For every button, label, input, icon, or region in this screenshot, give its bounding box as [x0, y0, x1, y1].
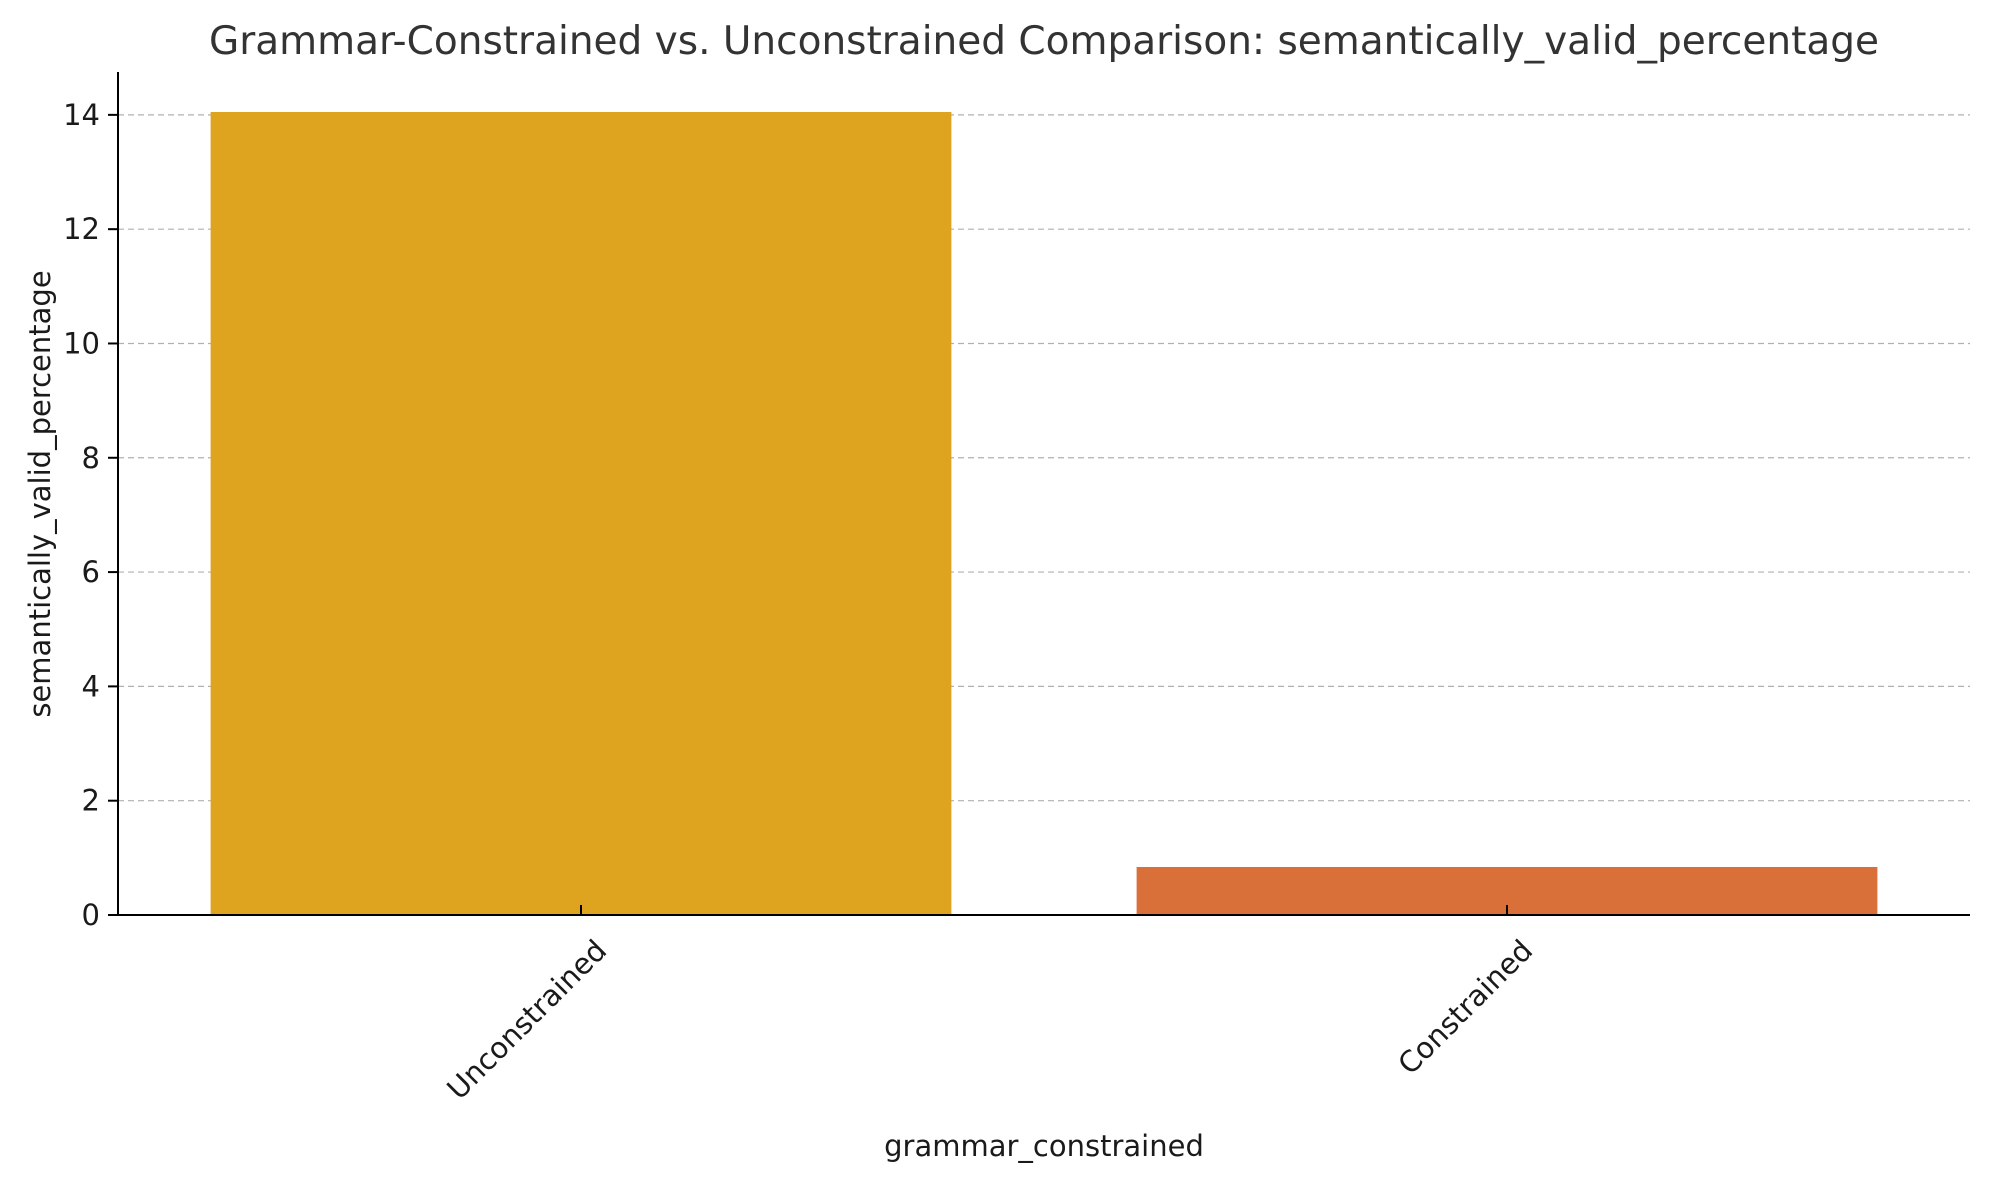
y-axis-label: semantically_valid_percentage	[23, 270, 57, 717]
y-tick-label: 2	[82, 784, 100, 818]
bar-unconstrained	[210, 112, 952, 916]
bars	[210, 112, 1878, 916]
y-tick-label: 8	[82, 441, 100, 475]
chart-title: Grammar-Constrained vs. Unconstrained Co…	[209, 19, 1879, 64]
y-tick-label: 4	[82, 669, 100, 703]
y-tick-label: 12	[63, 212, 100, 246]
x-ticks: Unconstrained Constrained	[440, 905, 1539, 1106]
x-tick-label-constrained: Constrained	[1391, 933, 1539, 1081]
x-axis-label: grammar_constrained	[884, 1129, 1204, 1163]
y-tick-label: 0	[82, 898, 100, 932]
y-tick-label: 10	[63, 326, 100, 360]
y-tick-label: 6	[82, 555, 100, 589]
y-ticks: 0 2 4 6 8 10 12 14	[63, 98, 118, 932]
x-tick-label-unconstrained: Unconstrained	[440, 933, 613, 1106]
y-tick-label: 14	[63, 98, 100, 132]
gridlines	[118, 114, 1970, 802]
